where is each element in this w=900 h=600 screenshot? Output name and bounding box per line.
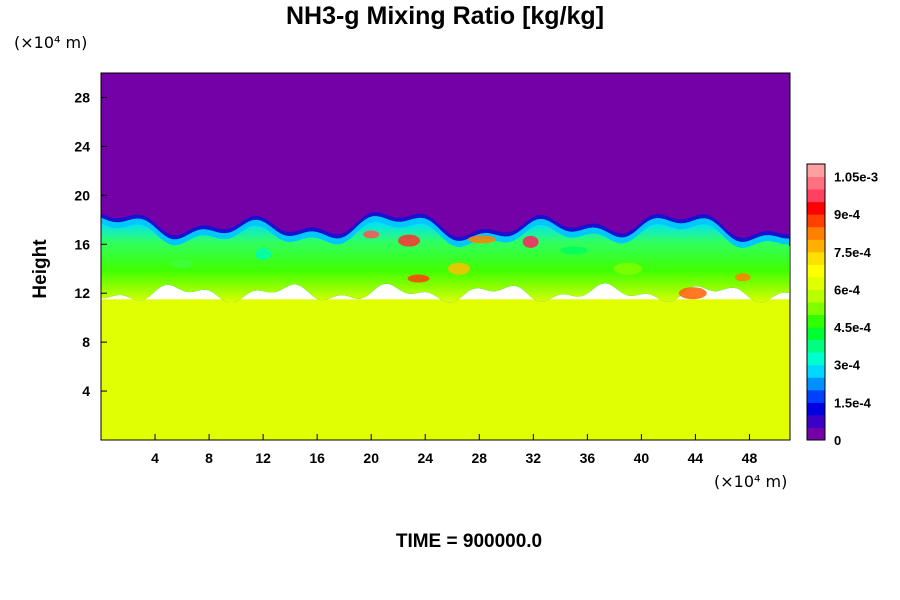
x-tick-label: 40 — [634, 450, 650, 466]
colorbar-swatch — [807, 226, 825, 240]
colorbar-swatch — [807, 414, 825, 428]
colorbar-label: 7.5e-4 — [834, 245, 872, 260]
x-tick-label: 32 — [526, 450, 542, 466]
field-eddy — [407, 274, 430, 283]
x-tick-label: 44 — [688, 450, 704, 466]
y-tick-label: 8 — [82, 334, 90, 350]
colorbar-swatch — [807, 189, 825, 203]
y-tick-label: 28 — [74, 89, 90, 105]
x-tick-label: 36 — [580, 450, 596, 466]
colorbar-swatch — [807, 364, 825, 378]
colorbar-swatch — [807, 352, 825, 366]
heatmap-field — [101, 73, 790, 440]
x-tick-label: 8 — [205, 450, 213, 466]
x-tick-label: 24 — [417, 450, 433, 466]
colorbar-swatch — [807, 214, 825, 228]
colorbar-label: 1.5e-4 — [834, 395, 872, 410]
colorbar-swatch — [807, 339, 825, 353]
time-label: TIME = 900000.0 — [395, 531, 543, 552]
x-tick-label: 12 — [255, 450, 271, 466]
colorbar-label: 4.5e-4 — [834, 320, 872, 335]
colorbar-swatch — [807, 239, 825, 253]
x-tick-label: 4 — [151, 450, 159, 466]
colorbar-label: 1.05e-3 — [834, 170, 878, 185]
chart-title: NH3-g Mixing Ratio [kg/kg] — [285, 2, 605, 30]
field-lower-layer — [101, 299, 790, 440]
field-eddy — [613, 262, 642, 275]
colorbar-label: 0 — [834, 433, 841, 448]
field-eddy — [734, 273, 751, 282]
colorbar-swatch — [807, 201, 825, 215]
colorbar-swatch — [807, 276, 825, 290]
y-axis: 4 8 12 16 20 24 28 — [74, 89, 107, 399]
field-eddy — [398, 234, 421, 247]
field-eddy — [559, 246, 588, 255]
colorbar-frame — [806, 163, 826, 441]
field-eddy — [171, 259, 194, 268]
y-tick-label: 24 — [74, 138, 90, 154]
colorbar: 0 1.5e-4 3e-4 4.5e-4 6e-4 7.5e-4 9e-4 1.05e-3 — [806, 163, 878, 448]
y-tick-label: 16 — [74, 236, 90, 252]
colorbar-swatch — [807, 289, 825, 303]
field-eddy — [363, 230, 380, 239]
colorbar-swatch — [807, 314, 825, 328]
colorbar-swatch — [807, 251, 825, 265]
field-mixing-layer — [101, 222, 789, 304]
colorbar-swatch — [807, 302, 825, 316]
colorbar-swatch — [807, 164, 825, 178]
x-tick-label: 16 — [309, 450, 325, 466]
colorbar-swatch — [807, 427, 825, 441]
colorbar-swatch — [807, 389, 825, 403]
field-eddy — [678, 287, 707, 300]
colorbar-swatch — [807, 176, 825, 190]
y-tick-label: 20 — [74, 187, 90, 203]
colorbar-swatch — [807, 377, 825, 391]
colorbar-swatch — [807, 264, 825, 278]
x-tick-label: 28 — [471, 450, 487, 466]
x-tick-label: 48 — [742, 450, 758, 466]
colorbar-swatch — [807, 402, 825, 416]
field-eddy — [255, 248, 272, 261]
colorbar-label: 6e-4 — [834, 282, 861, 297]
field-eddy — [448, 262, 471, 275]
plot-frame — [100, 72, 791, 441]
colorbar-swatch — [807, 327, 825, 341]
y-axis-unit: (×10⁴ m) — [14, 33, 88, 52]
y-tick-label: 12 — [74, 285, 90, 301]
colorbar-label: 3e-4 — [834, 358, 861, 373]
y-tick-label: 4 — [82, 383, 90, 399]
field-eddy — [467, 235, 496, 244]
x-axis: 4 8 12 16 20 24 28 32 36 40 44 48 — [151, 434, 757, 466]
field-eddy — [522, 235, 539, 248]
field-upper-layer — [101, 73, 790, 246]
x-tick-label: 20 — [363, 450, 379, 466]
x-axis-unit: (×10⁴ m) — [714, 472, 788, 491]
colorbar-label: 9e-4 — [834, 207, 861, 222]
